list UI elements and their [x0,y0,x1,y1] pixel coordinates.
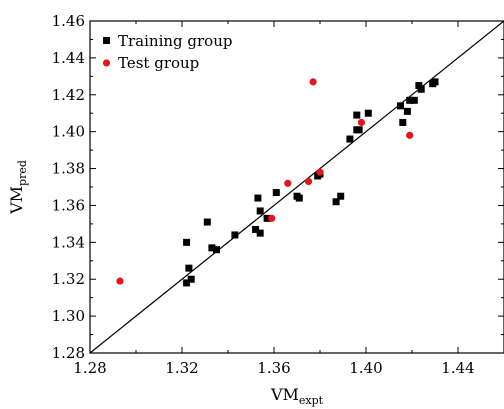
x-axis-title-main: VM [270,385,299,404]
y-tick-label: 1.34 [52,233,85,251]
legend-label-training: Training group [118,32,232,50]
training-point [346,135,354,143]
y-tick-label: 1.40 [52,123,85,141]
training-point [252,225,260,233]
training-point [203,218,211,226]
x-axis: 1.28 1.32 1.36 1.40 1.44 [73,21,475,377]
training-point [256,229,264,237]
training-point [231,231,239,239]
test-point [406,131,414,139]
y-tick-label: 1.30 [52,307,85,325]
test-point [268,214,276,222]
legend-marker-training [103,37,110,44]
x-tick-label: 1.28 [73,359,106,377]
y-axis-title-subscript: pred [16,160,29,186]
data-points-layer [116,78,439,287]
legend: Training group Test group [102,32,232,72]
legend-marker-test [102,59,111,67]
test-point [304,177,313,186]
x-tick-label: 1.44 [441,359,474,377]
x-tick-label: 1.40 [349,359,382,377]
training-point [183,238,191,246]
x-tick-label: 1.32 [165,359,198,377]
y-axis-title-main: VM [7,186,26,215]
test-point [316,168,324,176]
y-tick-label: 1.28 [52,344,85,362]
training-point [353,111,361,119]
y-tick-label: 1.32 [52,270,85,288]
training-point [406,96,414,104]
reference-line-layer [89,20,504,354]
training-point [187,275,195,283]
training-point [208,244,216,252]
training-point [403,107,411,115]
legend-label-test: Test group [118,54,199,72]
training-point [272,189,280,197]
training-point [254,194,262,202]
training-point [364,109,372,117]
training-point [397,102,404,110]
training-point [410,96,418,104]
training-point [332,198,340,206]
test-point [284,179,292,187]
x-tick-label: 1.36 [257,359,290,377]
x-axis-title-subscript: expt [299,394,324,407]
y-tick-label: 1.42 [52,86,85,104]
y-tick-label: 1.44 [52,49,85,67]
training-point [256,207,264,215]
y-tick-label: 1.38 [52,160,85,178]
training-point [417,85,425,93]
y-tick-label: 1.36 [52,196,85,214]
training-point [415,82,423,90]
training-point [399,118,407,126]
training-point [263,214,271,222]
training-point [183,279,191,287]
test-point [309,78,317,86]
training-point [185,264,193,272]
test-point [116,277,124,285]
training-point [337,192,345,200]
training-point [295,194,303,202]
training-point [431,78,439,86]
test-point [357,118,365,127]
training-point [213,246,220,254]
identity-line [89,20,504,354]
x-axis-title: VMexpt [270,385,324,407]
training-point [355,126,363,134]
y-axis: 1.28 1.30 1.32 1.34 1.36 1.38 1.40 1.42 1.44 1.46 [52,12,504,362]
y-tick-label: 1.46 [52,12,85,30]
y-axis-title: VMpred [7,160,29,215]
